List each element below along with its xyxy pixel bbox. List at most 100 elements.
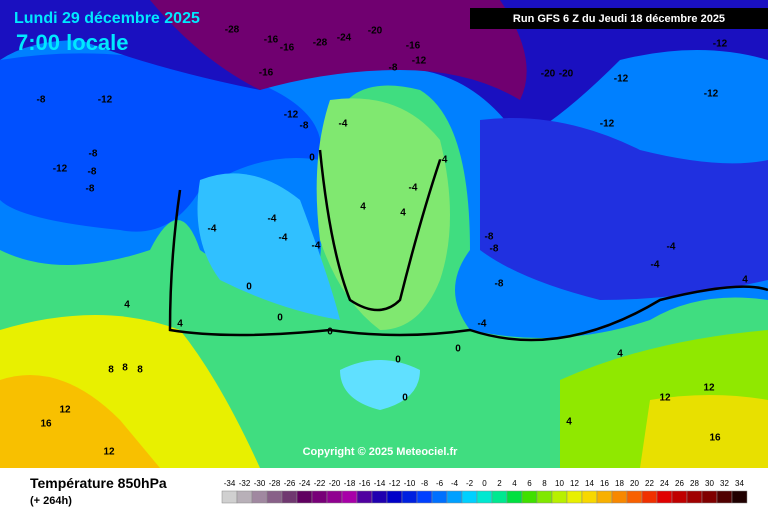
legend-label: 22 — [645, 479, 654, 488]
legend-label: 34 — [735, 479, 744, 488]
contour-label: 8 — [137, 365, 143, 376]
map-labels: -28-16-16 -28 -24-20-16-12-8-16 -20 -20 -12-1… — [37, 25, 749, 458]
legend-label: -14 — [374, 479, 386, 488]
legend-swatch — [281, 490, 298, 504]
contour-label: 12 — [659, 393, 671, 404]
legend-label: 2 — [497, 479, 502, 488]
legend-swatch — [431, 490, 448, 504]
legend-swatch — [536, 490, 553, 504]
contour-label: -8 — [495, 279, 504, 290]
contour-label: -12 — [98, 95, 113, 106]
legend-swatch — [251, 490, 268, 504]
legend-label: -6 — [436, 479, 444, 488]
legend-swatch — [626, 490, 643, 504]
legend-label: 24 — [660, 479, 669, 488]
contour-label: -16 — [259, 68, 274, 79]
contour-label: 0 — [402, 393, 408, 404]
contour-label: 4 — [177, 319, 183, 330]
contour-label: 0 — [327, 327, 333, 338]
legend-label: -20 — [329, 479, 341, 488]
legend-swatch — [296, 490, 313, 504]
legend-label: -28 — [269, 479, 281, 488]
legend-swatch — [341, 490, 358, 504]
legend-label: -32 — [239, 479, 251, 488]
contour-label: -12 — [284, 110, 299, 121]
legend-swatch — [371, 490, 388, 504]
contour-label: -4 — [478, 319, 487, 330]
legend-label: 28 — [690, 479, 699, 488]
legend-swatch — [596, 490, 613, 504]
contour-label: -24 — [337, 33, 352, 44]
contour-label: -12 — [614, 74, 629, 85]
legend-label: -12 — [389, 479, 401, 488]
legend-swatch — [716, 490, 733, 504]
legend-label: -10 — [404, 479, 416, 488]
time-text: 7:00 locale — [16, 30, 129, 55]
legend-swatch — [401, 490, 418, 504]
footer-title: Température 850hPa — [30, 475, 167, 491]
legend-swatch — [326, 490, 343, 504]
legend-label: -26 — [284, 479, 296, 488]
legend-swatch — [356, 490, 373, 504]
legend-swatch — [551, 490, 568, 504]
legend-label: 16 — [600, 479, 609, 488]
contour-label: -4 — [268, 214, 277, 225]
contour-label: -8 — [89, 149, 98, 160]
legend-swatch — [581, 490, 598, 504]
legend-label: 14 — [585, 479, 594, 488]
contour-label: 12 — [103, 447, 115, 458]
contour-label: 16 — [40, 419, 52, 430]
contour-label: -12 — [713, 39, 728, 50]
contour-label: -4 — [279, 233, 288, 244]
legend-label: 0 — [482, 479, 487, 488]
legend-swatch — [311, 490, 328, 504]
contour-label: -20 — [559, 69, 574, 80]
contour-label: 0 — [455, 344, 461, 355]
legend-label: 30 — [705, 479, 714, 488]
contour-label: -20 — [541, 69, 556, 80]
contour-label: 0 — [246, 282, 252, 293]
contour-label: 12 — [59, 405, 71, 416]
contour-label: -12 — [704, 89, 719, 100]
legend-swatch — [611, 490, 628, 504]
contour-label: 4 — [566, 417, 572, 428]
legend-swatch — [671, 490, 688, 504]
legend-swatch — [491, 490, 508, 504]
legend-label: 32 — [720, 479, 729, 488]
contour-label: 8 — [122, 363, 128, 374]
contour-label: 0 — [277, 313, 283, 324]
contour-label: -20 — [368, 26, 383, 37]
legend-label: -18 — [344, 479, 356, 488]
legend-label: -2 — [466, 479, 474, 488]
legend-label: -30 — [254, 479, 266, 488]
legend-swatch — [266, 490, 283, 504]
run-banner — [470, 8, 768, 29]
footer-lead: (+ 264h) — [30, 495, 72, 507]
contour-label: 4 — [400, 208, 406, 219]
contour-label: -8 — [389, 63, 398, 74]
legend-label: 10 — [555, 479, 564, 488]
legend-label: -34 — [224, 479, 236, 488]
contour-label: -28 — [313, 38, 328, 49]
contour-label: 4 — [742, 275, 748, 286]
contour-label: -8 — [490, 244, 499, 255]
contour-label: -4 — [312, 241, 321, 252]
legend-swatch — [521, 490, 538, 504]
legend-label: -16 — [359, 479, 371, 488]
contour-label: -16 — [280, 43, 295, 54]
contour-label: -12 — [53, 164, 68, 175]
map-background — [0, 0, 768, 468]
legend-swatch — [416, 490, 433, 504]
legend-swatch — [476, 490, 493, 504]
contour-label: 4 — [124, 300, 130, 311]
legend-swatch — [686, 490, 703, 504]
contour-label: 8 — [108, 365, 114, 376]
contour-label: -4 — [651, 260, 660, 271]
contour-label: -4 — [409, 183, 418, 194]
legend-swatch — [221, 490, 238, 504]
legend-swatch — [656, 490, 673, 504]
contour-label: -4 — [208, 224, 217, 235]
run-text: Run GFS 6 Z du Jeudi 18 décembre 2025 — [513, 13, 725, 25]
date-text: Lundi 29 décembre 2025 — [14, 10, 200, 27]
